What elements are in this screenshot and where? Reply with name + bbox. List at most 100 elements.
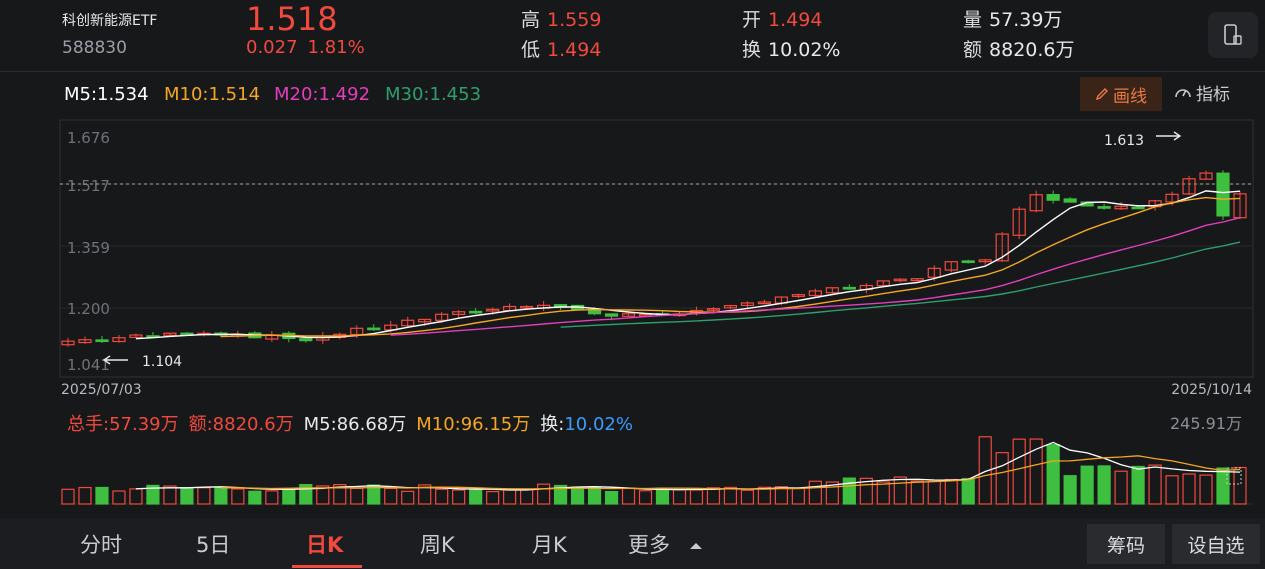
volume-bar: [1131, 465, 1145, 505]
volume-bar: [825, 481, 839, 505]
volume-bar: [689, 489, 704, 505]
volume-bar: [1046, 443, 1060, 505]
candle-body: [1199, 172, 1213, 180]
candle-body: [927, 267, 941, 278]
candle-body: [520, 305, 534, 309]
candlestick-chart[interactable]: 1.676 1.517 1.359 1.200 1.041 1.613 1.10…: [0, 118, 1265, 400]
draw-line-button[interactable]: 画线: [1080, 77, 1162, 111]
period-tab-bar: [0, 518, 1265, 569]
candle-body: [995, 233, 1009, 262]
volume-bar: [418, 484, 432, 505]
volume-bar: [350, 487, 364, 505]
candle-body: [435, 313, 449, 321]
high-marker-label: 1.613: [1104, 133, 1144, 149]
volume-bar: [961, 477, 975, 505]
candle-body: [367, 327, 381, 331]
y-tick-label: 1.359: [67, 239, 110, 257]
candle-body: [961, 260, 975, 264]
ma20-line: [390, 217, 1241, 336]
candle-body: [418, 318, 432, 323]
ma-legend: M5:1.534 M10:1.514 M20:1.492 M30:1.453: [0, 84, 1000, 108]
price-change: 0.027 1.81%: [246, 37, 365, 58]
volume-bar: [163, 485, 177, 505]
volume-bar: [180, 487, 194, 505]
tab-intraday[interactable]: 分时: [80, 533, 122, 557]
tab-daily-k[interactable]: 日K: [306, 533, 344, 557]
candle-body: [757, 301, 772, 305]
volume-bar: [893, 476, 907, 505]
tab-monthly-k[interactable]: 月K: [532, 533, 567, 557]
volume-bar: [452, 489, 466, 505]
vol-m10-label: M10:96.15万: [416, 414, 531, 435]
indicator-button[interactable]: 指标: [1174, 80, 1230, 105]
candle-body: [1046, 194, 1060, 201]
volume-bars: [61, 436, 1247, 505]
moving-average-lines: [135, 190, 1241, 340]
volume-bar: [1216, 467, 1230, 505]
candle-body: [893, 278, 907, 282]
candle-body: [1012, 208, 1026, 236]
candle-body: [452, 311, 466, 315]
candle-body: [1097, 206, 1111, 209]
volume-bar: [1114, 470, 1128, 505]
change-value: 0.027: [246, 37, 298, 58]
turnover-key: 换:: [540, 414, 565, 435]
volume-legend: 总手:57.39万 额:8820.6万 M5:86.68万 M10:96.15万 换:1…: [67, 410, 643, 436]
volume-bar: [248, 490, 262, 505]
volume-bar: [486, 490, 500, 505]
amount-stat: 额 8820.6万: [963, 35, 1075, 62]
candle-body: [299, 338, 313, 342]
y-tick-label: 1.517: [67, 177, 110, 195]
volume-chart[interactable]: [0, 428, 1265, 510]
low-marker-arrow-icon: [102, 355, 128, 365]
header-divider: [0, 71, 1265, 72]
volume-bar: [146, 484, 160, 505]
volume-bar: [112, 490, 126, 505]
ma30-line: [560, 241, 1241, 328]
volume-bar: [435, 488, 449, 505]
candle-body: [61, 340, 75, 346]
candle-body: [825, 287, 839, 294]
volume-bar: [672, 488, 687, 505]
tab-weekly-k[interactable]: 周K: [420, 533, 455, 557]
high-marker-arrow-icon: [1156, 131, 1182, 141]
phone-rotate-icon: [1224, 24, 1242, 45]
volume-bar: [1199, 474, 1213, 505]
volume-bar: [808, 480, 822, 505]
volume-bar: [944, 478, 958, 505]
chips-button[interactable]: 筹码: [1087, 524, 1165, 564]
volume-ma10-line: [220, 455, 1241, 490]
candle-body: [740, 302, 755, 307]
chart-frame: [59, 119, 1254, 378]
candle-body: [910, 278, 924, 282]
ma10-label: M10:1.514: [164, 84, 261, 105]
volume-bar: [78, 486, 92, 505]
volume-bar: [859, 477, 873, 505]
add-watchlist-button[interactable]: 设自选: [1172, 524, 1260, 564]
volume-bar: [231, 488, 245, 505]
volume-bar: [706, 487, 721, 505]
tab-more[interactable]: 更多: [628, 529, 703, 559]
volume-bar: [723, 486, 738, 505]
volume-bar: [214, 486, 228, 505]
candle-body: [112, 337, 126, 343]
fund-code: 588830: [62, 38, 127, 58]
change-percent: 1.81%: [307, 37, 365, 58]
y-tick-label: 1.200: [67, 300, 110, 318]
low-stat: 低 1.494: [521, 35, 601, 62]
candle-body: [401, 319, 415, 327]
landscape-toggle-button[interactable]: [1208, 12, 1258, 58]
tab-more-label: 更多: [628, 533, 670, 557]
fund-title: 科创新能源ETF: [62, 13, 158, 29]
tab-5day[interactable]: 5日: [196, 533, 231, 557]
crosshair-toggle-icon[interactable]: [1226, 467, 1242, 485]
total-amount-label: 额:8820.6万: [188, 414, 294, 435]
low-marker-label: 1.104: [142, 354, 182, 370]
volume-bar: [129, 488, 143, 505]
ma5-line: [135, 190, 1241, 340]
y-axis-labels: 1.676 1.517 1.359 1.200 1.041: [67, 129, 110, 374]
candle-body: [876, 280, 890, 287]
gauge-icon: [1175, 88, 1191, 97]
candle-body: [723, 305, 738, 309]
candle-body: [791, 294, 805, 297]
